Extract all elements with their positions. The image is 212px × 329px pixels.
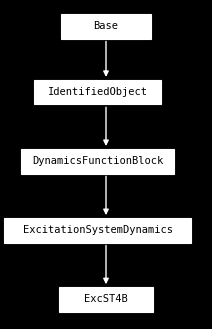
Text: ExcitationSystemDynamics: ExcitationSystemDynamics [22, 225, 173, 235]
FancyBboxPatch shape [59, 287, 153, 312]
Text: IdentifiedObject: IdentifiedObject [47, 87, 148, 97]
FancyBboxPatch shape [21, 149, 174, 174]
FancyBboxPatch shape [34, 80, 161, 105]
Text: ExcST4B: ExcST4B [84, 294, 128, 304]
FancyBboxPatch shape [4, 218, 191, 243]
FancyBboxPatch shape [61, 14, 151, 38]
Text: Base: Base [93, 21, 119, 31]
Text: DynamicsFunctionBlock: DynamicsFunctionBlock [32, 156, 163, 166]
